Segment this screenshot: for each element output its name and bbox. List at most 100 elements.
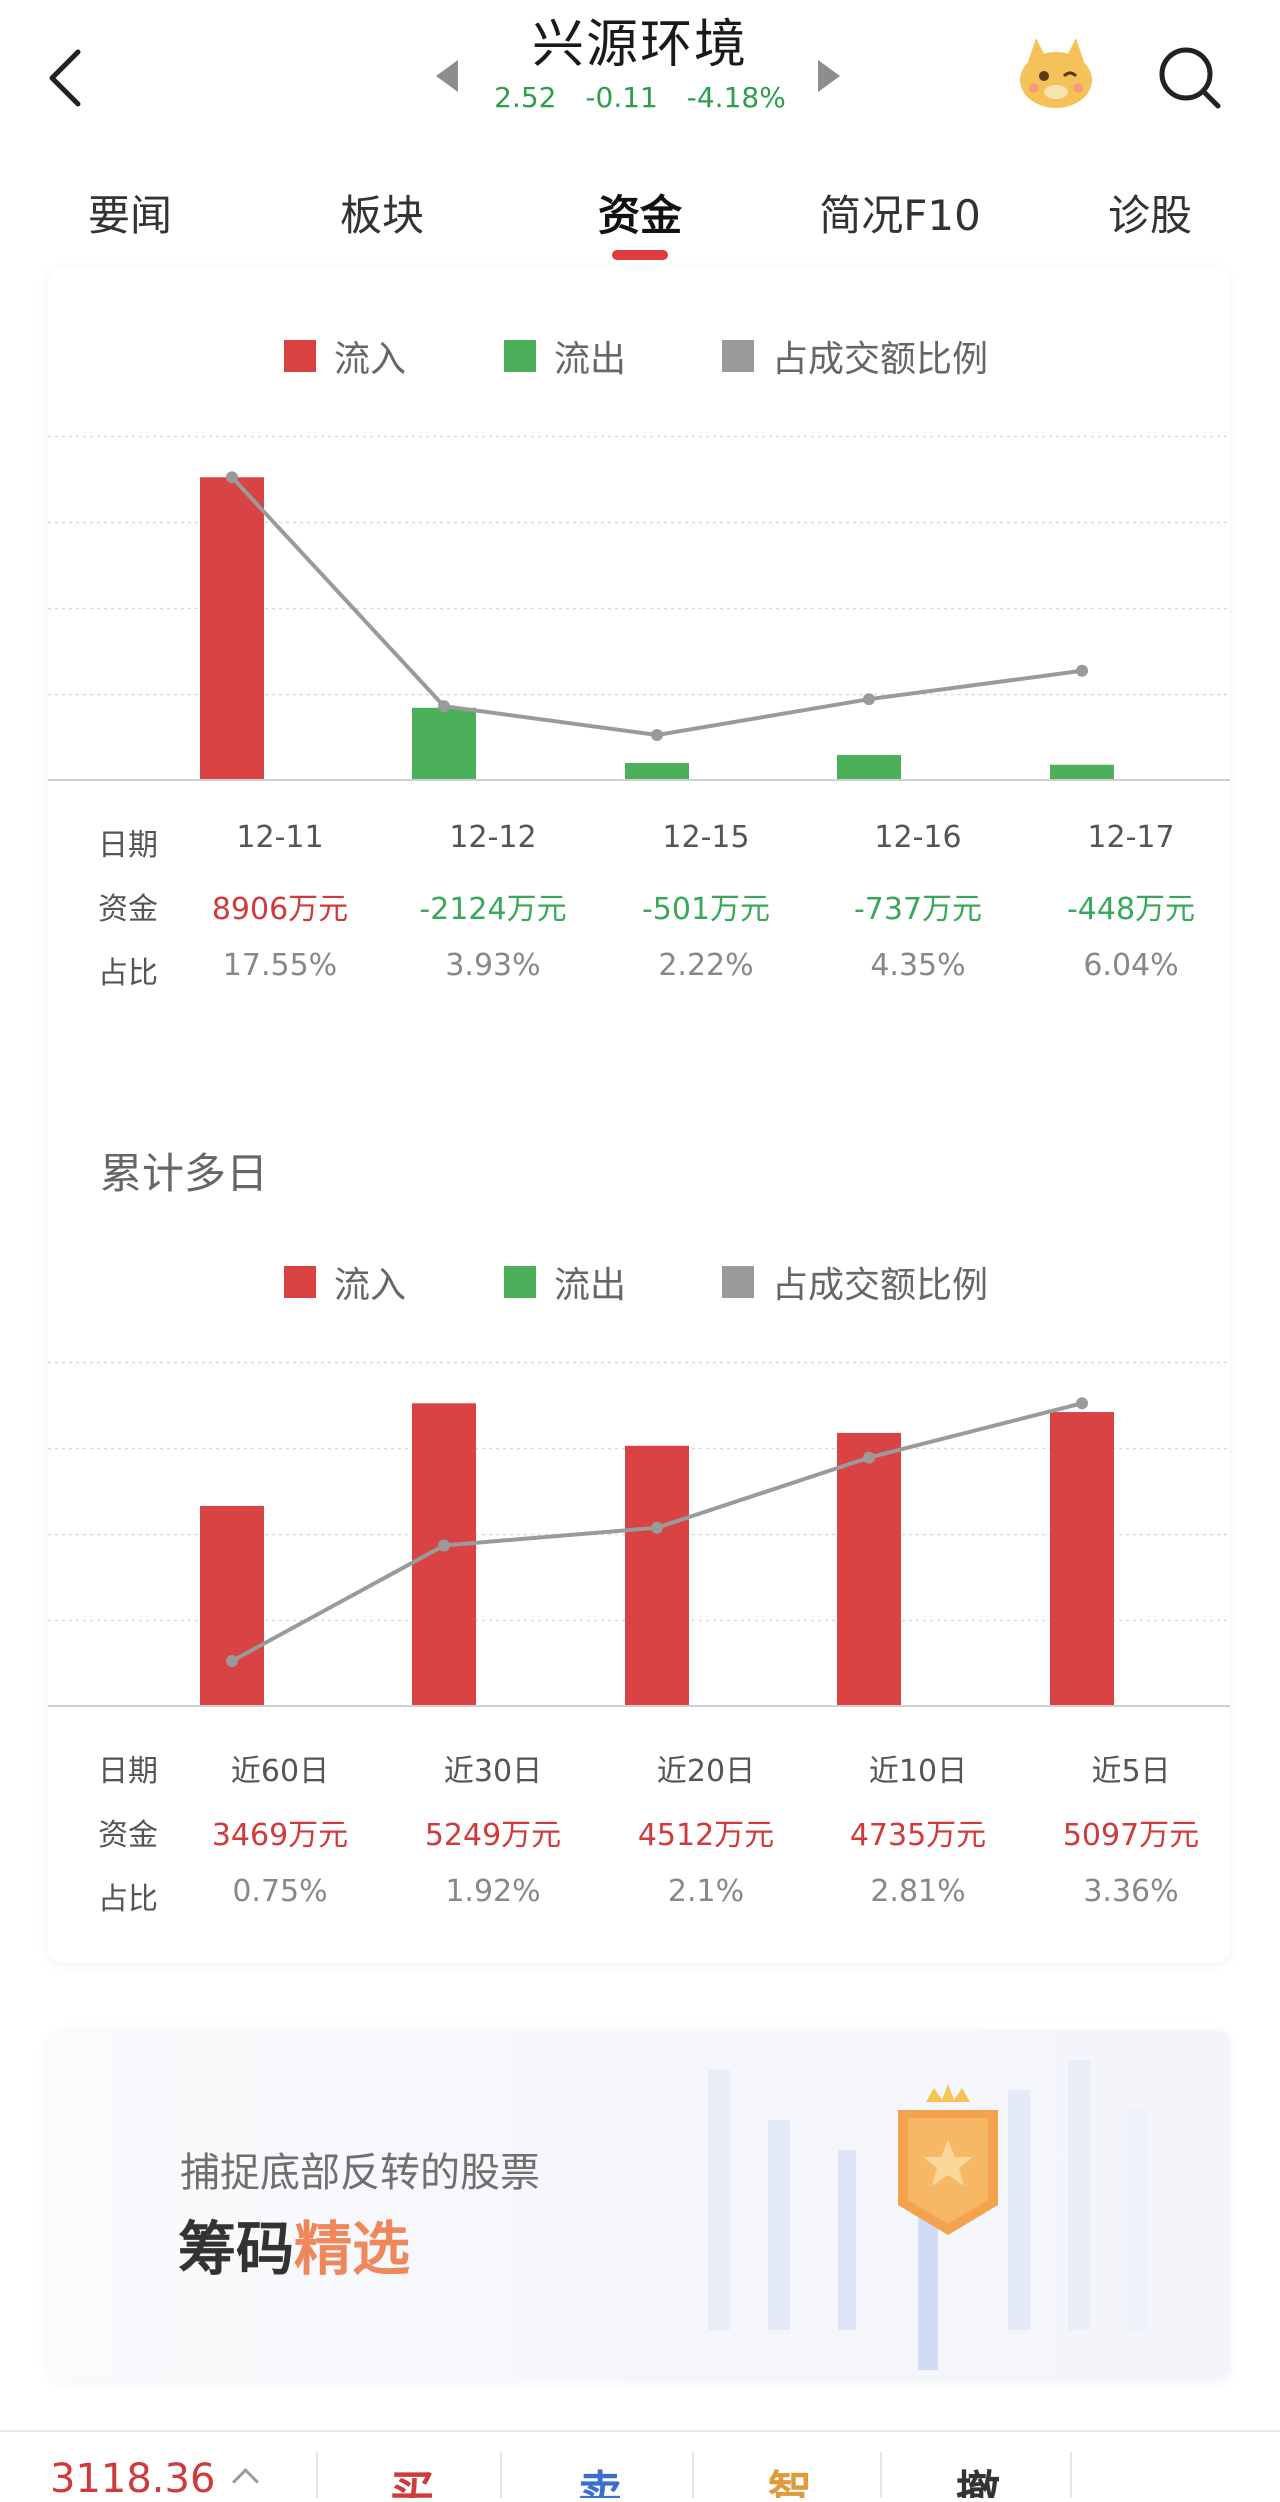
row-label-ratio: 占比 [98, 956, 158, 991]
search-icon[interactable] [1150, 38, 1230, 118]
quote-row: 2.52 -0.11 -4.18% [400, 80, 880, 116]
daily-pct-cell: 2.22% [658, 948, 754, 983]
stock-title-block: 兴源环境 2.52 -0.11 -4.18% [400, 10, 880, 116]
legend-ratio-swatch [722, 1266, 754, 1298]
inflow-bar [1050, 1412, 1114, 1706]
chart-legend-daily: 流入 流出 占成交额比例 [48, 330, 1230, 380]
daily-date-cell: 12-11 [236, 820, 324, 855]
inflow-bar [200, 477, 264, 780]
next-stock-arrow-icon[interactable] [818, 60, 840, 92]
outflow-bar [625, 762, 689, 780]
tab-profile-f10[interactable]: 简况F10 [819, 191, 981, 240]
divider [692, 2452, 694, 2498]
cancel-order-button[interactable]: 撤 [956, 2467, 1000, 2498]
row-label-date: 日期 [98, 828, 158, 863]
daily-date-cell: 12-12 [449, 820, 537, 855]
section-tabs: 要闻 板块 资金 简况F10 诊股 [0, 168, 1280, 268]
stats-row-date: 日期 近60日 近30日 近20日 近10日 近5日 [48, 1746, 1230, 1789]
top-nav-bar: 兴源环境 2.52 -0.11 -4.18% [0, 0, 1280, 160]
ratio-point [651, 1521, 663, 1534]
daily-date-cell: 12-15 [662, 820, 750, 855]
chart-legend-cumulative: 流入 流出 占成交额比例 [48, 1256, 1230, 1306]
divider [880, 2452, 882, 2498]
inflow-bar [412, 1403, 476, 1706]
ratio-point [1076, 1397, 1088, 1410]
legend-inflow: 流入 [284, 1256, 406, 1308]
legend-inflow-label: 流入 [334, 339, 407, 380]
legend-inflow-label: 流入 [334, 1265, 407, 1306]
banner-title-main: 筹码 [178, 2215, 295, 2283]
legend-outflow-label: 流出 [554, 339, 627, 380]
banner-subtitle: 捕捉底部反转的股票 [180, 2150, 540, 2196]
market-index-value[interactable]: 3118.36 [50, 2456, 216, 2502]
mascot-icon[interactable] [1014, 30, 1098, 114]
tab-sector[interactable]: 板块 [339, 191, 424, 240]
cum-fund-cell: 3469万元 [211, 1818, 349, 1853]
chip-selection-banner[interactable]: 捕捉底部反转的股票 筹码精选 [48, 2030, 1230, 2380]
divider [316, 2452, 318, 2498]
chevron-up-icon[interactable] [232, 2468, 259, 2495]
daily-date-cell: 12-17 [1087, 820, 1175, 855]
stats-row-fund: 资金 8906万元 -2124万元 -501万元 -737万元 -448万元 [48, 884, 1230, 927]
daily-pct-cell: 3.93% [445, 948, 541, 983]
legend-outflow: 流出 [504, 1256, 626, 1308]
ratio-point [226, 1655, 238, 1667]
cum-pct-cell: 2.1% [667, 1874, 745, 1909]
inflow-bar [625, 1445, 689, 1706]
legend-outflow-swatch [504, 1266, 536, 1298]
cum-pct-cell: 1.92% [445, 1874, 541, 1909]
stats-row-ratio: 占比 17.55% 3.93% 2.22% 4.35% 6.04% [48, 948, 1230, 991]
daily-fund-cell: -501万元 [641, 892, 771, 927]
ratio-point [863, 693, 875, 706]
stock-price: 2.52 [494, 81, 557, 114]
back-icon[interactable] [38, 38, 108, 118]
legend-ratio: 占成交额比例 [722, 1256, 988, 1308]
cum-pct-cell: 0.75% [232, 1874, 328, 1909]
tab-diagnosis[interactable]: 诊股 [1107, 191, 1192, 240]
inflow-bar [837, 1432, 901, 1706]
cum-date-cell: 近30日 [443, 1754, 543, 1789]
cum-date-cell: 近20日 [656, 1754, 756, 1789]
legend-outflow-label: 流出 [554, 1265, 627, 1306]
stats-row-ratio: 占比 0.75% 1.92% 2.1% 2.81% 3.36% [48, 1874, 1230, 1917]
sell-button[interactable]: 卖 [578, 2467, 622, 2498]
cumulative-fund-chart [48, 1361, 1230, 1707]
stock-change: -0.11 [585, 81, 658, 114]
cum-fund-cell: 5097万元 [1062, 1818, 1200, 1853]
legend-inflow-swatch [284, 340, 316, 372]
legend-inflow: 流入 [284, 330, 406, 382]
buy-button[interactable]: 买 [390, 2467, 434, 2498]
daily-fund-cell: 8906万元 [211, 892, 349, 927]
divider [1070, 2452, 1072, 2498]
legend-ratio: 占成交额比例 [722, 330, 988, 382]
outflow-bar [412, 707, 476, 780]
active-tab-indicator [612, 250, 668, 260]
tab-news[interactable]: 要闻 [87, 191, 172, 240]
row-label-ratio: 占比 [98, 1882, 158, 1917]
cum-pct-cell: 2.81% [870, 1874, 966, 1909]
ratio-point [651, 729, 663, 741]
ratio-point [863, 1451, 875, 1464]
ratio-point [438, 1539, 450, 1552]
prev-stock-arrow-icon[interactable] [436, 60, 458, 92]
legend-outflow: 流出 [504, 330, 626, 382]
smart-trade-button[interactable]: 智 [768, 2467, 812, 2498]
tab-funds[interactable]: 资金 [597, 191, 682, 240]
cum-date-cell: 近10日 [868, 1754, 968, 1789]
stats-row-fund: 资金 3469万元 5249万元 4512万元 4735万元 5097万元 [48, 1810, 1230, 1853]
bottom-trade-bar: 3118.36 买 卖 智 撤 [0, 2430, 1280, 2502]
legend-ratio-label: 占成交额比例 [772, 339, 989, 380]
cum-fund-cell: 4735万元 [849, 1818, 987, 1853]
cum-fund-cell: 5249万元 [424, 1818, 562, 1853]
ratio-point [226, 471, 238, 484]
cum-fund-cell: 4512万元 [637, 1818, 775, 1853]
fund-flow-card: 流入 流出 占成交额比例 日期 12-11 12-12 12-15 12-16 … [48, 268, 1230, 1962]
banner-badge-illustration [708, 2060, 1148, 2370]
row-label-fund: 资金 [98, 892, 158, 927]
daily-date-cell: 12-16 [874, 820, 962, 855]
stock-name: 兴源环境 [531, 15, 748, 75]
daily-fund-cell: -737万元 [853, 892, 983, 927]
daily-fund-cell: -448万元 [1066, 892, 1196, 927]
cum-date-cell: 近5日 [1091, 1754, 1171, 1789]
banner-title: 筹码精选 [178, 2202, 410, 2286]
